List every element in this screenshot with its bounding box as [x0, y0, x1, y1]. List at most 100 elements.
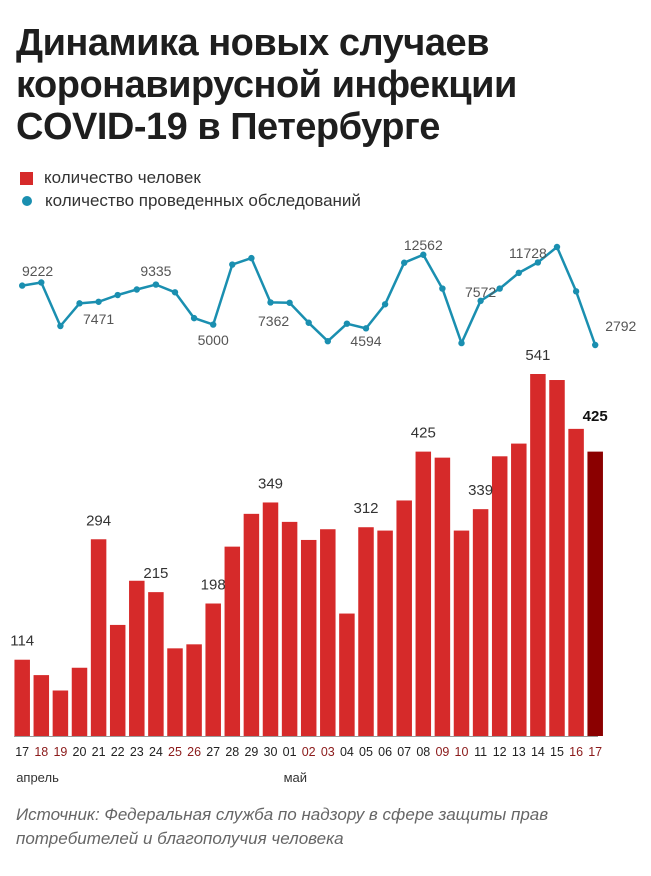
tests-value-label: 11728 [509, 245, 547, 261]
tests-point-27 [515, 269, 522, 277]
chart-canvas: 114 294 215 198 349 312 425 339 541 425 17 18 19 20 21… [10, 237, 636, 785]
bar-10 [186, 644, 202, 736]
bar-8 [148, 592, 164, 736]
tests-point-16 [305, 319, 312, 326]
tests-value-label: 12562 [404, 237, 443, 253]
tests-point-31 [592, 341, 599, 349]
bar-14 [262, 502, 279, 736]
tests-point-17 [324, 338, 331, 345]
tests-point-22 [420, 251, 427, 258]
x-tick-label: 26 [187, 745, 201, 759]
bar-22 [415, 451, 432, 736]
x-tick-label: 17 [15, 745, 29, 759]
bar-7 [129, 580, 145, 736]
bar-13 [243, 513, 260, 736]
bar-25 [472, 509, 489, 736]
x-tick-label: 22 [111, 745, 125, 759]
x-tick-label: 10 [455, 745, 469, 759]
x-tick-label: 09 [435, 745, 449, 759]
tests-value-label: 7362 [258, 313, 289, 329]
tests-point-3 [57, 322, 64, 330]
tests-point-21 [401, 259, 408, 266]
bar-value-label: 349 [258, 475, 283, 492]
bar-21 [396, 500, 412, 736]
bar-value-label: 215 [143, 565, 168, 582]
tests-value-label: 7572 [465, 284, 496, 300]
tests-point-24 [458, 339, 465, 347]
tests-point-9 [171, 289, 179, 296]
tests-point-19 [362, 325, 370, 332]
bar-24 [453, 530, 470, 736]
bar-26 [491, 456, 508, 736]
bar-28 [530, 374, 546, 736]
x-tick-label: 16 [569, 745, 583, 759]
x-tick-label: 11 [474, 745, 487, 759]
legend-bar-swatch [20, 171, 33, 185]
tests-value-label: 9222 [22, 263, 53, 279]
x-tick-label: 23 [130, 745, 144, 759]
tests-point-15 [286, 299, 293, 306]
bar-4 [71, 667, 88, 736]
bar-value-label: 312 [353, 500, 378, 517]
source-note: Источник: Федеральная служба по надзору … [16, 805, 549, 848]
tests-value-label: 9335 [140, 263, 171, 279]
bar-15 [281, 521, 298, 736]
bar-17 [320, 529, 336, 736]
bar-31 [587, 451, 603, 736]
legend-label-cases: количество человек [44, 168, 201, 187]
bar-30 [568, 428, 584, 736]
tests-point-11 [210, 321, 217, 328]
bar-5 [90, 539, 107, 736]
x-tick-label: 12 [493, 745, 507, 759]
x-tick-label: 14 [531, 745, 545, 759]
bar-9 [167, 648, 183, 736]
bar-18 [339, 613, 355, 736]
x-tick-label: 06 [378, 745, 392, 759]
bar-16 [300, 539, 317, 736]
bar-1 [14, 659, 30, 736]
tests-value-label: 7471 [83, 311, 114, 327]
x-tick-label: 30 [264, 745, 278, 759]
tests-point-30 [572, 288, 580, 295]
tests-point-14 [267, 299, 274, 306]
tests-point-13 [248, 254, 255, 262]
bar-value-label: 541 [525, 347, 550, 364]
tests-point-26 [496, 285, 503, 292]
tests-point-18 [343, 320, 351, 327]
tests-point-4 [76, 300, 83, 307]
tests-point-2 [38, 279, 45, 286]
tests-point-1 [19, 282, 26, 289]
x-tick-label: 18 [34, 745, 48, 759]
x-tick-label: 07 [397, 745, 411, 759]
legend-item-tests: количество проведенных обследований [20, 190, 361, 212]
x-tick-label: 15 [550, 745, 564, 759]
x-tick-label: 13 [512, 745, 526, 759]
x-tick-label: 20 [73, 745, 87, 759]
x-tick-label: 17 [588, 745, 602, 759]
x-tick-label: 03 [321, 745, 335, 759]
tests-point-10 [190, 314, 198, 322]
x-tick-label: 21 [92, 745, 106, 759]
legend-item-cases: количество человек [20, 167, 201, 189]
bar-12 [224, 546, 241, 736]
tests-value-label: 2792 [605, 318, 636, 334]
bar-value-label: 114 [10, 633, 34, 650]
bar-3 [52, 690, 69, 736]
tests-point-8 [152, 281, 160, 288]
bar-value-label: 339 [468, 482, 493, 499]
x-tick-label: 24 [149, 745, 163, 759]
x-tick-label: 29 [244, 745, 258, 759]
x-tick-label: 02 [302, 745, 316, 759]
bar-value-label: 294 [86, 512, 111, 529]
x-tick-label: 04 [340, 745, 354, 759]
chart-title: Динамика новых случаев коронавирусной ин… [16, 22, 517, 148]
tests-point-6 [114, 291, 121, 299]
x-tick-label: 27 [206, 745, 220, 759]
legend-label-tests: количество проведенных обследований [45, 191, 361, 210]
month-label: май [284, 770, 307, 785]
tests-point-29 [553, 243, 561, 251]
tests-value-label: 5000 [198, 332, 229, 348]
bar-19 [358, 527, 374, 736]
x-tick-label: 01 [283, 745, 297, 759]
tests-point-5 [95, 298, 102, 305]
